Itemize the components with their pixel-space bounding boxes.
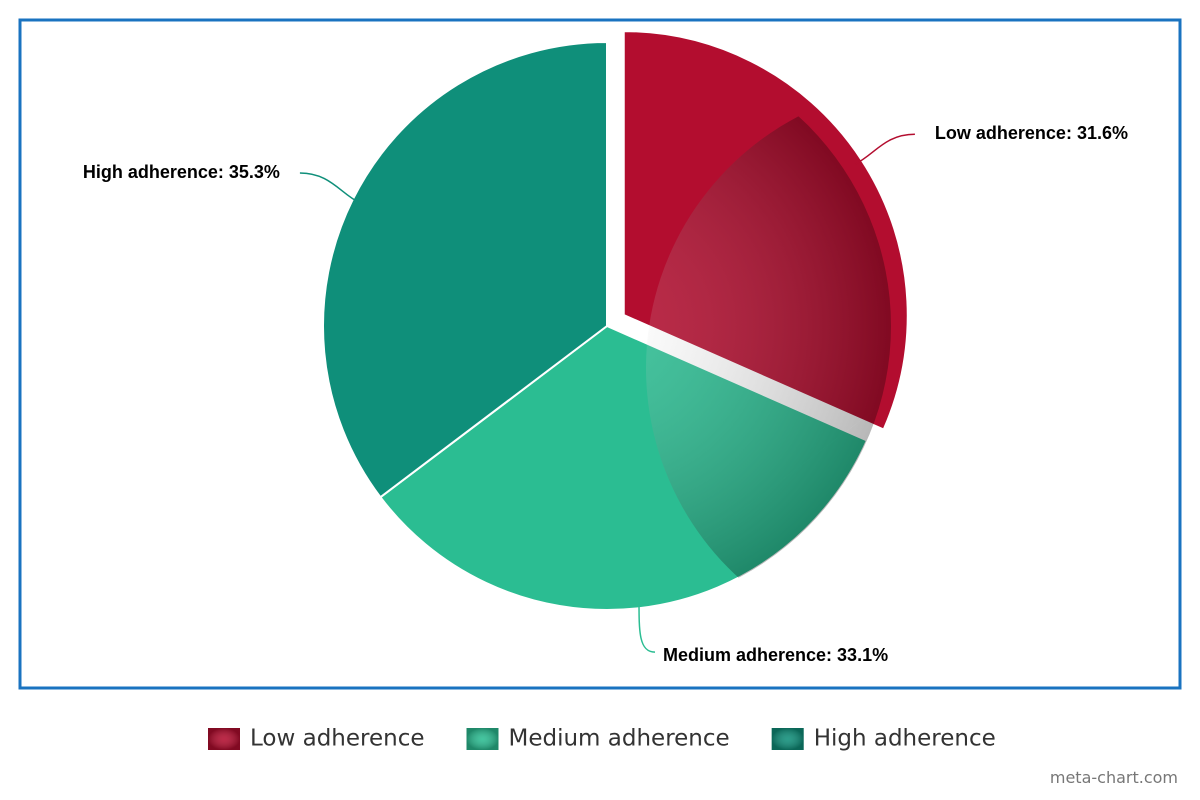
legend-swatch-shade [466, 728, 499, 750]
data-label: Low adherence: 31.6% [935, 123, 1128, 143]
data-label: High adherence: 35.3% [83, 162, 280, 182]
legend-label: High adherence [814, 726, 996, 752]
legend-label: Medium adherence [509, 726, 730, 752]
credit: meta-chart.com [1050, 768, 1178, 787]
legend-label: Low adherence [250, 726, 425, 752]
connector [299, 172, 361, 204]
legend-swatch-shade [771, 728, 804, 750]
legend: Low adherence Medium adherence High adhere… [208, 726, 996, 752]
legend-swatch-shade [208, 728, 240, 750]
data-label: Medium adherence: 33.1% [663, 645, 888, 665]
